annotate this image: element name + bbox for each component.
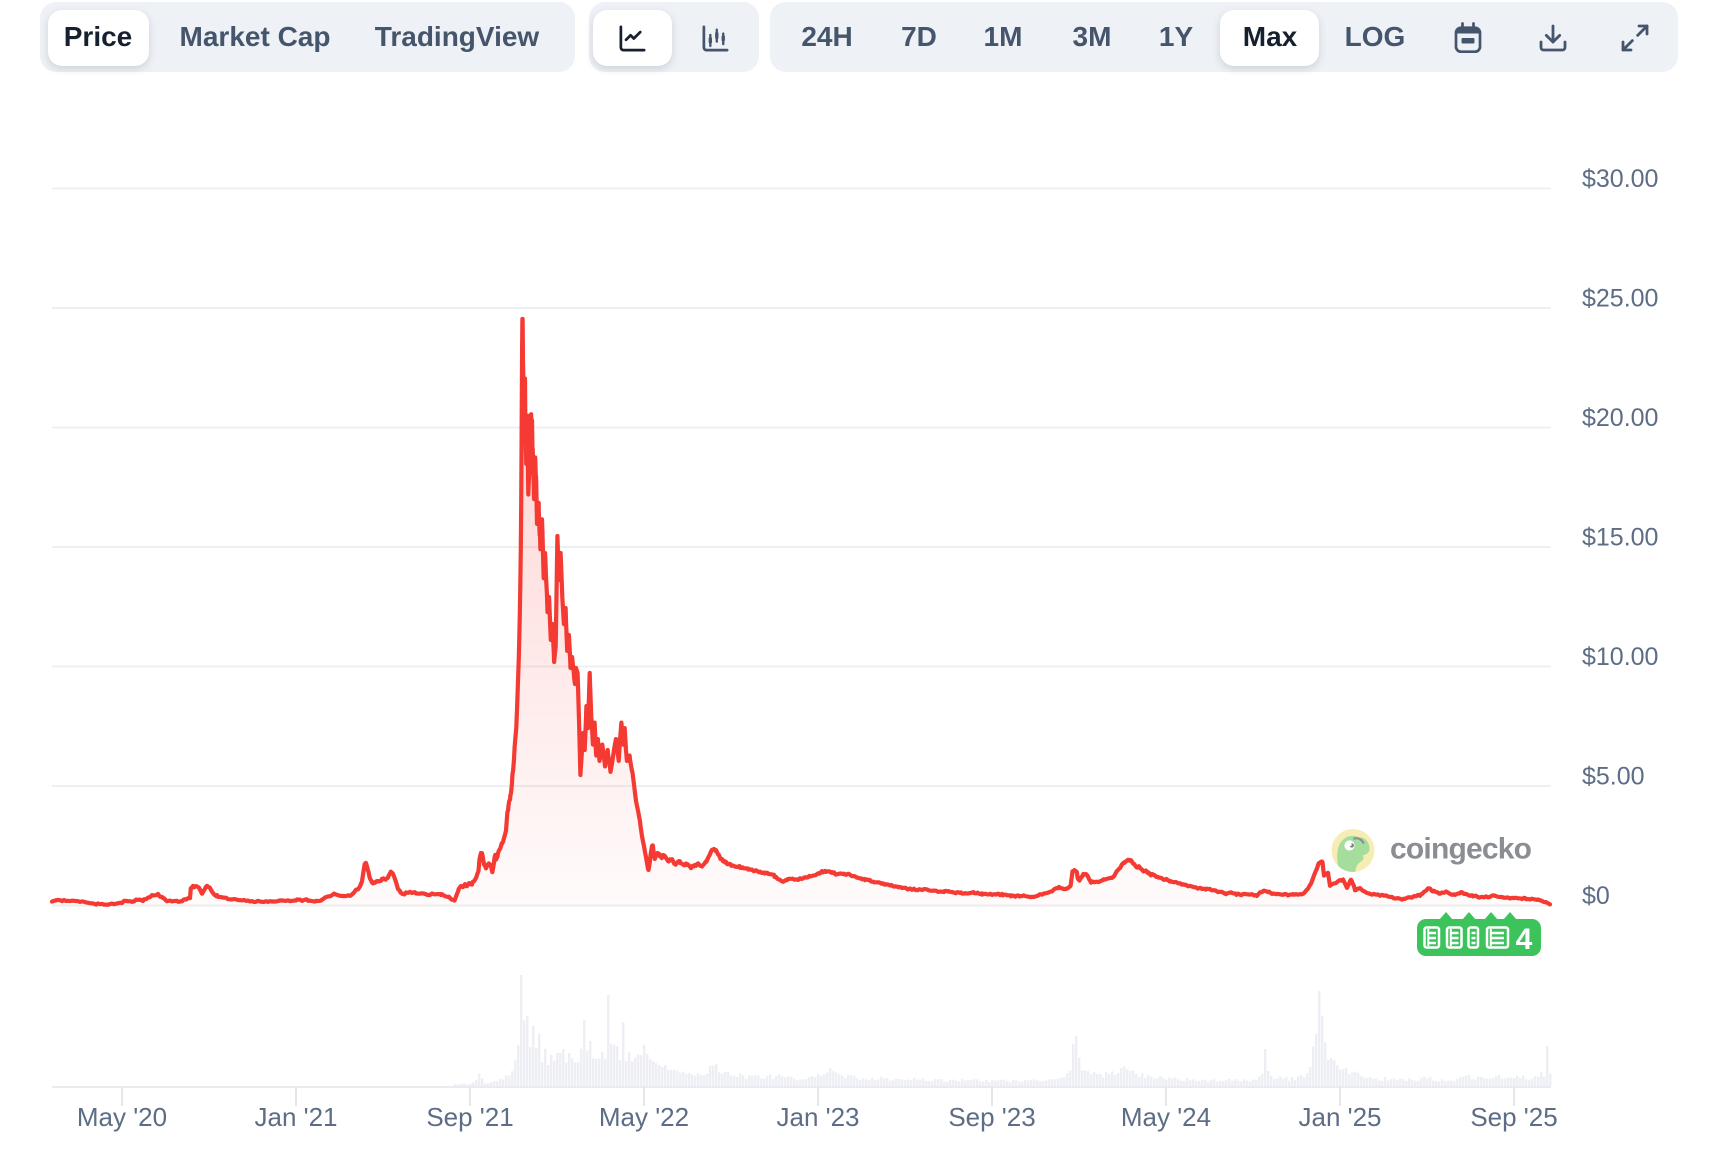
svg-text:Sep '21: Sep '21 [426, 1102, 513, 1132]
svg-text:4: 4 [1516, 923, 1533, 956]
svg-text:Sep '23: Sep '23 [948, 1102, 1035, 1132]
svg-text:$15.00: $15.00 [1582, 524, 1658, 552]
svg-text:$20.00: $20.00 [1582, 404, 1658, 432]
svg-text:Jan '21: Jan '21 [254, 1102, 337, 1132]
svg-text:$5.00: $5.00 [1582, 763, 1645, 791]
svg-text:Jan '25: Jan '25 [1298, 1102, 1381, 1132]
svg-text:$0: $0 [1582, 882, 1610, 910]
svg-text:$25.00: $25.00 [1582, 285, 1658, 313]
svg-text:May '24: May '24 [1121, 1102, 1211, 1132]
svg-text:Sep '25: Sep '25 [1470, 1102, 1557, 1132]
svg-text:May '22: May '22 [599, 1102, 689, 1132]
svg-text:coingecko: coingecko [1390, 833, 1532, 866]
svg-text:Jan '23: Jan '23 [776, 1102, 859, 1132]
svg-text:$30.00: $30.00 [1582, 165, 1658, 193]
svg-text:$10.00: $10.00 [1582, 643, 1658, 671]
svg-text:May '20: May '20 [77, 1102, 167, 1132]
